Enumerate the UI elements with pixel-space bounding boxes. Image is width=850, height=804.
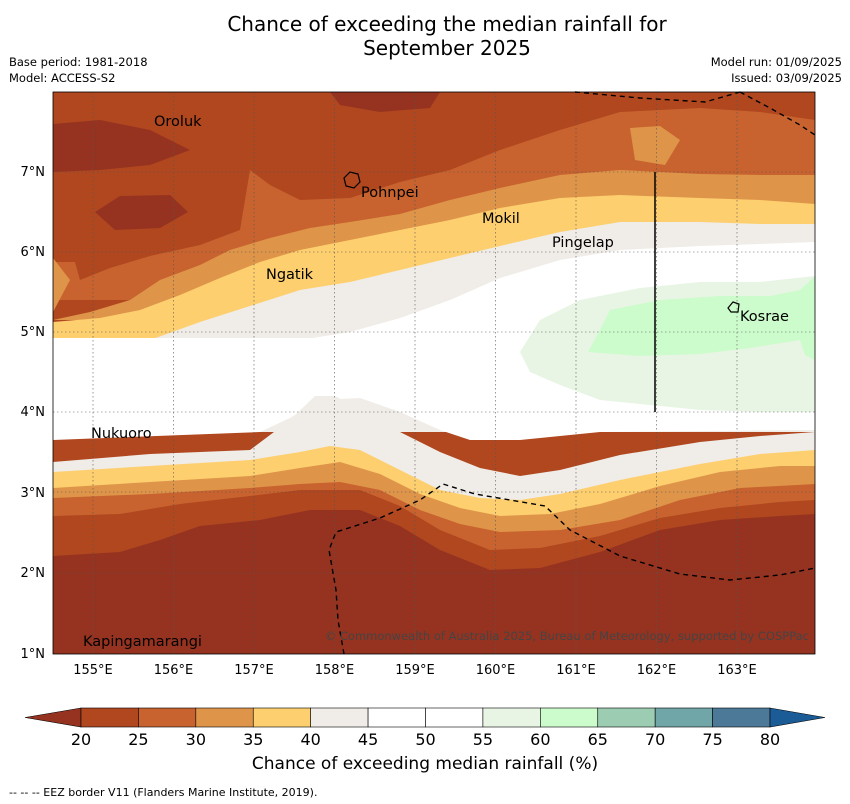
colorbar-segment xyxy=(252,707,311,728)
place-label-mokil: Mokil xyxy=(482,211,520,227)
model-name: Model: ACCESS-S2 xyxy=(9,71,116,85)
lon-tick-160e: 160°E xyxy=(476,663,516,678)
lat-tick-7n: 7°N xyxy=(21,165,46,180)
colorbar-tick-label: 20 xyxy=(71,730,91,749)
place-label-pingelap: Pingelap xyxy=(552,235,614,251)
place-label-ngatik: Ngatik xyxy=(266,267,314,283)
lon-tick-156e: 156°E xyxy=(154,663,194,678)
place-label-kapingamarangi: Kapingamarangi xyxy=(83,634,202,650)
place-label-pohnpei: Pohnpei xyxy=(361,185,419,201)
colorbar-tick-label: 40 xyxy=(300,730,320,749)
colorbar-arrow-low xyxy=(24,707,82,728)
lat-tick-2n: 2°N xyxy=(21,566,46,581)
model-run: Model run: 01/09/2025 xyxy=(710,55,842,69)
colorbar xyxy=(24,707,826,728)
colorbar-segment xyxy=(597,707,656,728)
colorbar-segment xyxy=(540,707,599,728)
lat-tick-1n: 1°N xyxy=(21,647,46,662)
copyright-notice: © Commonwealth of Australia 2025, Bureau… xyxy=(325,629,809,643)
band-20-25-patch-n xyxy=(330,92,440,112)
base-period: Base period: 1981-2018 xyxy=(9,55,148,69)
kosrae-island-icon xyxy=(727,301,740,313)
colorbar-tick-label: 55 xyxy=(473,730,493,749)
band-60-65 xyxy=(588,276,815,360)
colorbar-tick-label: 70 xyxy=(645,730,665,749)
colorbar-segment xyxy=(712,707,771,728)
contour-field xyxy=(53,92,815,654)
colorbar-segment xyxy=(482,707,541,728)
colorbar-segment xyxy=(195,707,254,728)
colorbar-tick-label: 25 xyxy=(128,730,148,749)
map-title: Chance of exceeding the median rainfall … xyxy=(0,12,850,60)
colorbar-segment xyxy=(138,707,197,728)
pohnpei-island-icon xyxy=(343,171,361,189)
meta-right: Model run: 01/09/2025 Issued: 03/09/2025 xyxy=(711,54,842,86)
lon-tick-161e: 161°E xyxy=(556,663,596,678)
colorbar-tick-label: 35 xyxy=(243,730,263,749)
lon-tick-155e: 155°E xyxy=(73,663,113,678)
lat-tick-5n: 5°N xyxy=(21,325,46,340)
lon-tick-159e: 159°E xyxy=(395,663,435,678)
band-20-25-patch-w xyxy=(95,195,188,230)
lon-tick-162e: 162°E xyxy=(637,663,677,678)
place-label-nukuoro: Nukuoro xyxy=(91,426,152,442)
eez-border xyxy=(328,91,816,655)
lat-tick-6n: 6°N xyxy=(21,245,46,260)
colorbar-tick-label: 45 xyxy=(358,730,378,749)
map-title-line2: September 2025 xyxy=(363,36,531,60)
map-frame xyxy=(52,91,816,655)
colorbar-segment xyxy=(425,707,484,728)
lon-tick-157e: 157°E xyxy=(234,663,274,678)
colorbar-tick-labels: 20 25 30 35 40 45 50 55 60 65 70 75 80 xyxy=(71,730,780,749)
eez-footnote: -- -- -- EEZ border V11 (Flanders Marine… xyxy=(9,786,318,799)
colorbar-label: Chance of exceeding median rainfall (%) xyxy=(251,754,599,774)
grid-lines xyxy=(53,92,815,654)
colorbar-arrow-high xyxy=(769,707,826,728)
colorbar-tick-label: 80 xyxy=(760,730,780,749)
band-20-25-south xyxy=(53,510,815,654)
colorbar-tick-label: 75 xyxy=(702,730,722,749)
lat-tick-4n: 4°N xyxy=(21,405,46,420)
lon-tick-163e: 163°E xyxy=(717,663,757,678)
meta-left: Base period: 1981-2018 Model: ACCESS-S2 xyxy=(9,54,148,86)
colorbar-tick-label: 65 xyxy=(588,730,608,749)
place-label-oroluk: Oroluk xyxy=(154,114,202,130)
colorbar-segment xyxy=(654,707,713,728)
colorbar-segment xyxy=(80,707,139,728)
colorbar-tick-label: 50 xyxy=(415,730,435,749)
colorbar-tick-label: 30 xyxy=(186,730,206,749)
lat-tick-3n: 3°N xyxy=(21,486,46,501)
map-title-line1: Chance of exceeding the median rainfall … xyxy=(227,12,667,36)
colorbar-segment xyxy=(310,707,369,728)
band-35-40-patch xyxy=(630,126,680,165)
lon-tick-158e: 158°E xyxy=(315,663,355,678)
issued-date: Issued: 03/09/2025 xyxy=(731,71,842,85)
band-20-25-patch-nw xyxy=(53,120,190,172)
colorbar-segment xyxy=(367,707,426,728)
band-50-55-west xyxy=(53,338,440,408)
place-label-kosrae: Kosrae xyxy=(740,309,789,325)
colorbar-tick-label: 60 xyxy=(530,730,550,749)
